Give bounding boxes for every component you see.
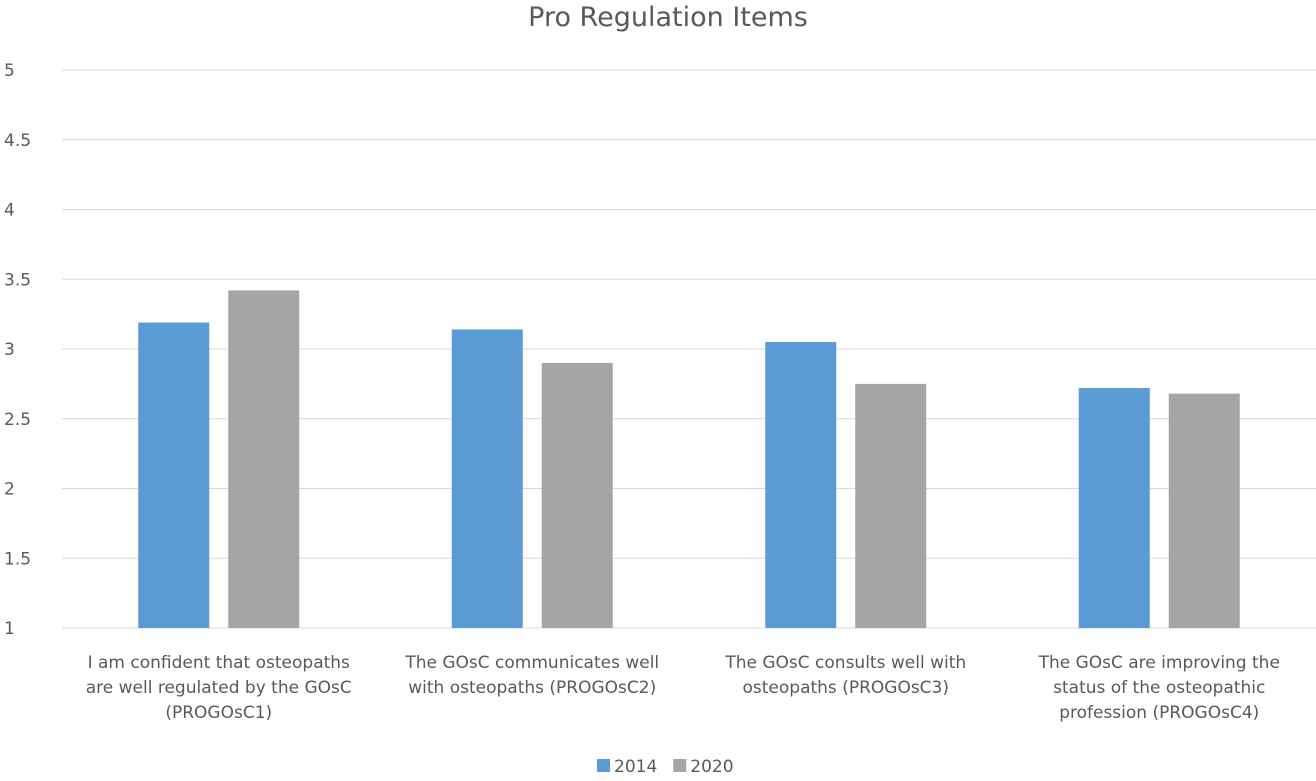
y-axis-tick-labels: 1 1.5 2 2.5 3 3.5 4 4.5 5 — [4, 61, 31, 639]
bar-2014-2 — [451, 329, 523, 628]
bar-2020-4 — [1168, 393, 1240, 628]
x-category-label: with osteopaths (PROGOsC2) — [408, 678, 656, 698]
y-tick-label: 4 — [4, 201, 15, 221]
bar-2020-1 — [228, 290, 300, 628]
x-category-label: are well regulated by the GOsC — [86, 678, 352, 698]
bar-2014-3 — [765, 342, 837, 628]
x-category-label: osteopaths (PROGOsC3) — [743, 678, 950, 698]
x-category-label: The GOsC consults well with — [724, 653, 966, 673]
x-category-label: I am confident that osteopaths — [88, 653, 350, 673]
y-tick-label: 1.5 — [4, 549, 31, 569]
y-tick-label: 5 — [4, 61, 15, 81]
y-tick-label: 3 — [4, 340, 15, 360]
legend-label: 2020 — [690, 757, 733, 777]
x-category-label: status of the osteopathic — [1053, 678, 1265, 698]
x-category-label: The GOsC communicates well — [404, 653, 659, 673]
y-tick-label: 3.5 — [4, 270, 31, 290]
x-category-label: The GOsC are improving the — [1038, 653, 1280, 673]
y-tick-label: 4.5 — [4, 131, 31, 151]
y-tick-label: 2 — [4, 480, 15, 500]
bar-2020-3 — [855, 383, 927, 628]
x-category-label: profession (PROGOsC4) — [1059, 703, 1259, 723]
chart-title: Pro Regulation Items — [528, 2, 808, 33]
bar-2014-1 — [138, 322, 210, 628]
bars — [138, 290, 1240, 628]
y-tick-label: 1 — [4, 619, 15, 639]
legend-swatch-2020 — [673, 759, 687, 772]
legend-label: 2014 — [614, 757, 657, 777]
bar-2014-4 — [1078, 388, 1150, 628]
legend-swatch-2014 — [597, 759, 610, 772]
y-tick-label: 2.5 — [4, 410, 31, 430]
x-axis-category-labels: I am confident that osteopaths are well r… — [86, 653, 1280, 723]
bar-2020-2 — [541, 362, 613, 628]
x-category-label: (PROGOsC1) — [165, 703, 272, 723]
legend: 2014 2020 — [597, 757, 734, 777]
